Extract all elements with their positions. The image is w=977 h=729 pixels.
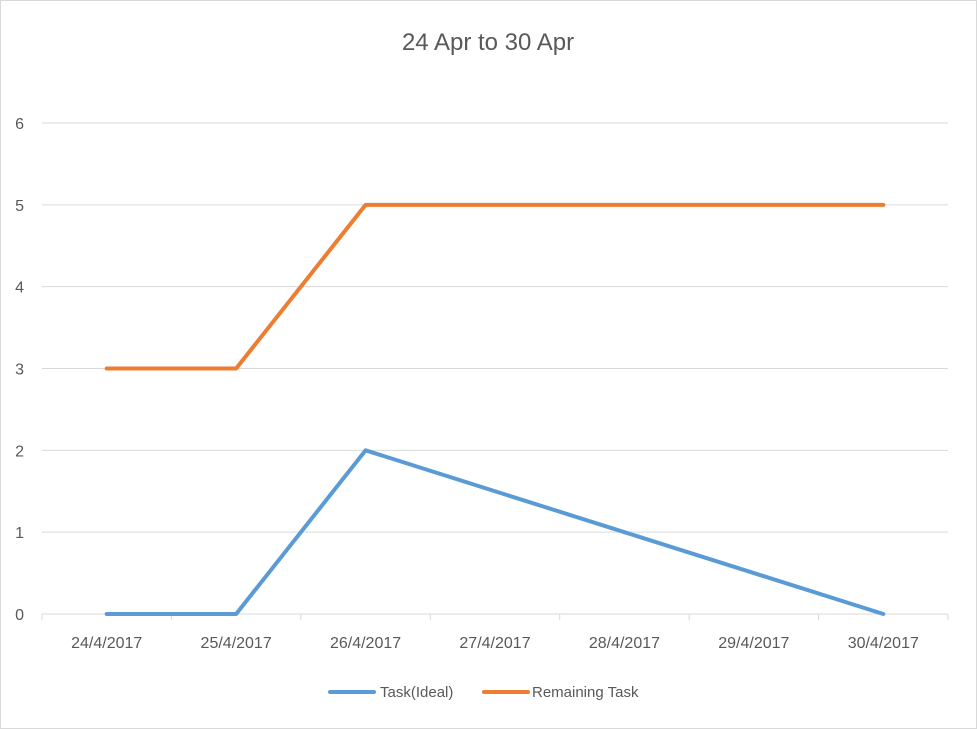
x-axis: 24/4/2017 25/4/2017 26/4/2017 27/4/2017 28/4…: [41, 613, 949, 652]
gridlines: [42, 122, 948, 533]
legend: Task(Ideal) Remaining Task: [328, 684, 639, 701]
x-tick-label: 26/4/2017: [330, 635, 401, 652]
y-tick-label: 3: [15, 362, 24, 379]
chart-title: 24 Apr to 30 Apr: [402, 29, 574, 56]
y-tick-label: 5: [15, 198, 24, 215]
series-lines: [104, 202, 886, 616]
series-line-0: [104, 448, 886, 616]
legend-label-1: Remaining Task: [532, 684, 639, 701]
x-tick-label: 28/4/2017: [589, 635, 660, 652]
x-tick-label: 25/4/2017: [201, 635, 272, 652]
series-line-1: [104, 202, 886, 371]
y-tick-label: 1: [15, 525, 24, 542]
legend-label-0: Task(Ideal): [380, 684, 453, 701]
y-tick-label: 4: [15, 280, 24, 297]
y-axis-ticks: 0 1 2 3 4 5 6: [15, 116, 24, 624]
x-tick-label: 27/4/2017: [459, 635, 530, 652]
y-tick-label: 2: [15, 443, 24, 460]
y-tick-label: 6: [15, 116, 24, 133]
y-tick-label: 0: [15, 607, 24, 624]
x-tick-label: 29/4/2017: [718, 635, 789, 652]
x-tick-label: 30/4/2017: [848, 635, 919, 652]
x-tick-label: 24/4/2017: [71, 635, 142, 652]
